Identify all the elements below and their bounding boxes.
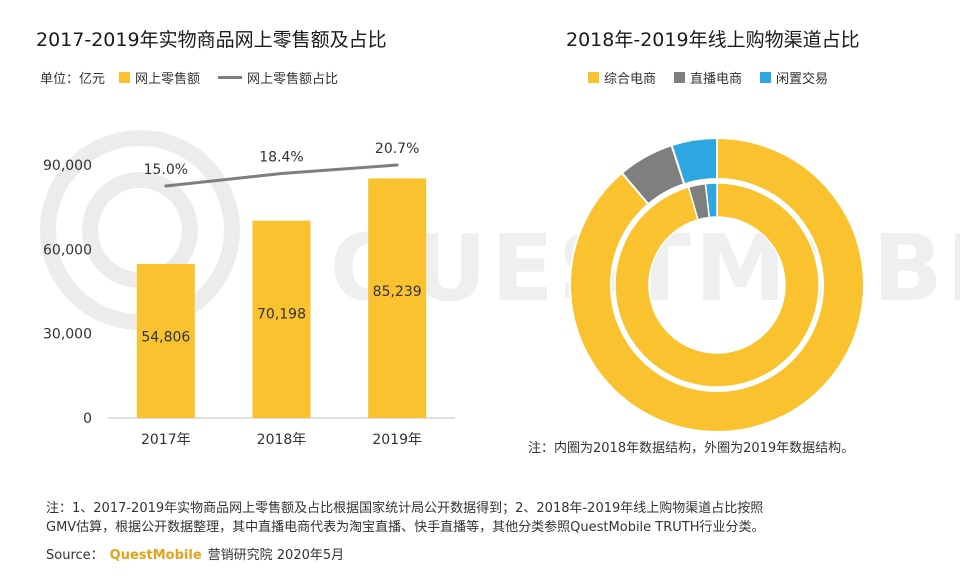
bar-swatch-icon — [119, 72, 131, 83]
general-swatch-icon — [588, 72, 599, 83]
donut-inner-slice-0 — [614, 182, 820, 388]
y-tick-label: 60,000 — [43, 242, 92, 258]
footnote-line-2: GMV估算，根据公开数据整理，其中直播电商代表为淘宝直播、快手直播等，其他分类参… — [46, 520, 765, 535]
donut-outer-slice-0 — [569, 136, 865, 433]
share-line — [165, 163, 398, 188]
share-point-2 — [395, 163, 399, 167]
legend-bar-label: 网上零售额 — [135, 72, 201, 87]
share-point-0 — [164, 184, 168, 188]
bar-2 — [368, 178, 427, 418]
line-swatch-icon — [218, 76, 243, 79]
footnote-line-1: 注：1、2017-2019年实物商品网上零售额及占比根据国家统计局公开数据得到；… — [46, 501, 764, 516]
legend-live-label: 直播电商 — [690, 72, 743, 87]
donut-note: 注：内圈为2018年数据结构，外圈为2019年数据结构。 — [528, 441, 855, 456]
double-donut-chart — [569, 136, 865, 433]
share-label: 20.7% — [375, 141, 419, 157]
bar-value-label: 85,239 — [373, 284, 422, 300]
donut-inner-slice-2 — [704, 182, 718, 219]
left-legend: 单位：亿元 网上零售额 网上零售额占比 — [40, 68, 356, 87]
source-rest: 营销研究院 2020年5月 — [207, 548, 345, 563]
bar-line-chart: 0 30,000 60,000 90,000 54,806 2017年 70,198 2018… — [43, 141, 455, 448]
bar-value-label: 54,806 — [141, 329, 190, 345]
donut-outer-slice-2 — [670, 136, 718, 186]
share-label: 15.0% — [144, 162, 188, 178]
left-chart-title: 2017-2019年实物商品网上零售额及占比 — [36, 29, 387, 51]
legend-general-label: 综合电商 — [604, 72, 657, 87]
y-tick-label: 90,000 — [43, 158, 92, 174]
legend-item-live: 直播电商 — [674, 68, 742, 87]
bar-0 — [136, 263, 195, 418]
source-line: Source： QuestMobile 营销研究院 2020年5月 — [46, 544, 344, 563]
unit-label: 单位：亿元 — [40, 72, 106, 87]
legend-item-general: 综合电商 — [588, 68, 656, 87]
legend-item-line: 网上零售额占比 — [218, 68, 338, 87]
bar-1 — [252, 220, 311, 418]
right-legend: 综合电商 直播电商 闲置交易 — [588, 68, 846, 87]
x-tick-label: 2017年 — [141, 432, 191, 448]
share-point-1 — [280, 171, 283, 175]
idle-swatch-icon — [760, 72, 772, 83]
source-label: Source： — [46, 548, 104, 563]
legend-line-label: 网上零售额占比 — [247, 72, 339, 87]
share-label: 18.4% — [259, 149, 303, 165]
brand-logo: QuestMobile — [109, 548, 202, 563]
legend-item-bar: 网上零售额 — [119, 68, 200, 87]
y-tick-label: 30,000 — [43, 327, 92, 343]
x-tick-label: 2018年 — [257, 432, 307, 448]
legend-idle-label: 闲置交易 — [776, 72, 829, 87]
y-tick-label: 0 — [83, 411, 92, 427]
x-tick-label: 2019年 — [372, 432, 422, 448]
legend-item-idle: 闲置交易 — [760, 68, 828, 87]
live-swatch-icon — [674, 72, 686, 83]
bar-value-label: 70,198 — [257, 306, 306, 322]
right-chart-title: 2018年-2019年线上购物渠道占比 — [566, 29, 860, 51]
